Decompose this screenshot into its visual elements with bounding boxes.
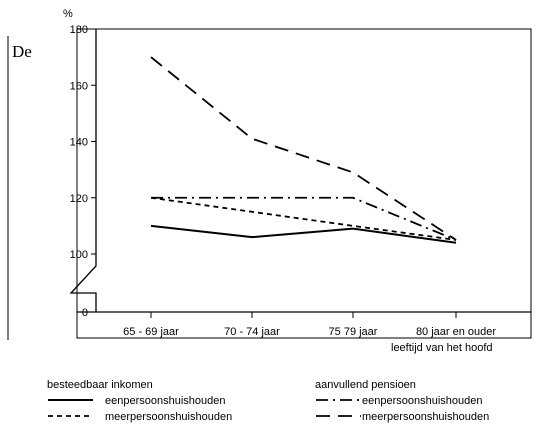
legend-group-title: aanvullend pensioen — [315, 379, 416, 391]
series-line-2 — [150, 196, 457, 241]
x-category-labels: 65 - 69 jaar 70 - 74 jaar 75 79 jaar 80 jaa… — [123, 326, 496, 338]
series-line-1 — [150, 224, 457, 244]
x-category-label: 75 79 jaar — [329, 326, 378, 338]
x-axis-label: leeftijd van het hoofd — [391, 342, 493, 354]
series-line-4 — [150, 56, 457, 241]
y-tick-labels: 0 100 120 140 160 180 — [70, 24, 96, 319]
y-tick-label: 160 — [70, 80, 88, 92]
legend-item-label: eenpersoonshuishouden — [362, 395, 483, 407]
x-category-label: 65 - 69 jaar — [123, 326, 179, 338]
series-group — [150, 56, 457, 244]
series-line-3 — [151, 196, 457, 241]
x-tick-marks — [150, 312, 457, 318]
y-axis-line — [69, 29, 97, 312]
legend-item-label: eenpersoonshuishouden — [105, 395, 226, 407]
legend-item-label: meerpersoonshuishouden — [362, 411, 489, 423]
legend-group-title: besteedbaar inkomen — [47, 379, 153, 391]
y-tick-label: 120 — [70, 193, 88, 205]
y-tick-label: 0 — [82, 307, 88, 319]
y-axis — [69, 29, 97, 312]
page-fragment-text: De — [12, 42, 32, 61]
x-category-label: 70 - 74 jaar — [224, 326, 280, 338]
y-tick-label: 180 — [70, 24, 88, 36]
y-tick-label: 140 — [70, 137, 88, 149]
x-category-label: 80 jaar en ouder — [416, 326, 496, 338]
y-axis-unit: % — [63, 8, 73, 20]
y-tick-label: 100 — [70, 249, 88, 261]
legend: besteedbaar inkomen eenpersoonshuishouden… — [47, 379, 489, 423]
legend-item-label: meerpersoonshuishouden — [105, 411, 232, 423]
plot-frame — [76, 28, 532, 339]
